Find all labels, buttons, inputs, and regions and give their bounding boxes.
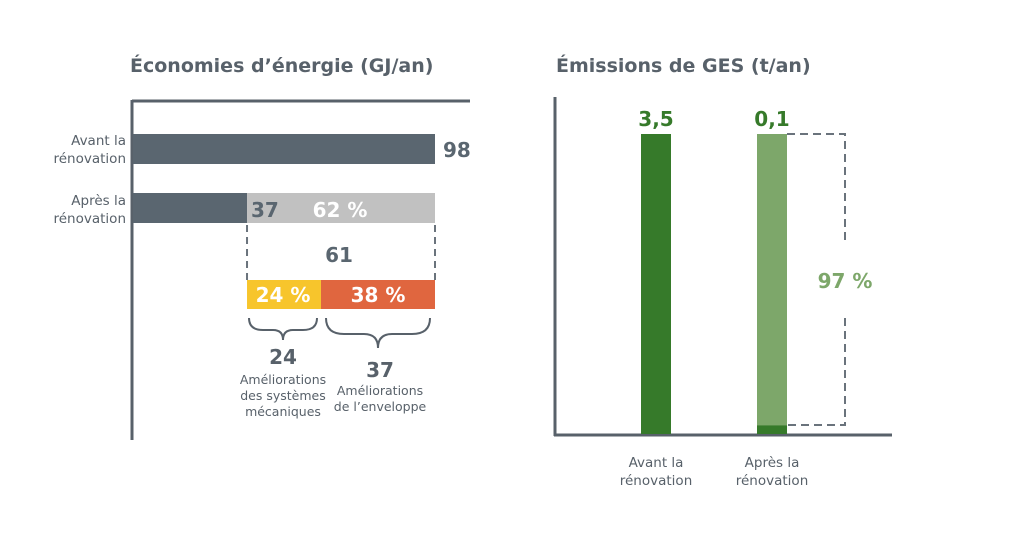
energy-bar-savings bbox=[247, 193, 435, 223]
ghg-chart-title: Émissions de GES (t/an) bbox=[556, 54, 811, 77]
ghg-cat-before-2: rénovation bbox=[620, 473, 693, 489]
energy-bar-after bbox=[133, 193, 248, 223]
ghg-reduction-bracket bbox=[787, 133, 846, 426]
energy-value-after: 37 bbox=[251, 198, 279, 222]
breakdown-bar-1 bbox=[320, 280, 435, 309]
energy-savings-value: 61 bbox=[325, 243, 353, 267]
brace-env bbox=[325, 317, 431, 349]
breakdown-env-label-1: Améliorations bbox=[337, 383, 423, 398]
ghg-value-before: 3,5 bbox=[638, 107, 673, 131]
breakdown-mech-label-2: des systèmes bbox=[240, 388, 326, 403]
breakdown-env-percent: 38 % bbox=[351, 283, 406, 307]
energy-savings-percent: 62 % bbox=[313, 198, 368, 222]
breakdown-mech-label-3: mécaniques bbox=[245, 404, 321, 419]
ghg-value-after: 0,1 bbox=[754, 107, 789, 131]
ghg-cat-after-1: Après la bbox=[745, 455, 800, 471]
energy-chart: Économies d’énergie (GJ/an) Avant la rén… bbox=[54, 54, 471, 440]
breakdown-env-label-2: de l’enveloppe bbox=[334, 399, 427, 414]
breakdown-mech-label-1: Améliorations bbox=[240, 372, 326, 387]
breakdown-env-value: 37 bbox=[366, 358, 394, 382]
brace-mech bbox=[248, 317, 318, 341]
energy-bar-before bbox=[133, 134, 435, 164]
breakdown-bar-0 bbox=[247, 280, 321, 309]
energy-cat-after-1: Après la bbox=[71, 193, 126, 209]
ghg-reduction-percent: 97 % bbox=[818, 269, 873, 293]
ghg-bar-after bbox=[757, 425, 787, 434]
energy-cat-before-1: Avant la bbox=[71, 133, 126, 149]
breakdown-mech-value: 24 bbox=[269, 345, 297, 369]
ghg-cat-before-1: Avant la bbox=[629, 455, 684, 471]
ghg-chart: Émissions de GES (t/an) 3,5 0,1 97 % Ava… bbox=[553, 54, 892, 489]
energy-cat-before-2: rénovation bbox=[54, 151, 127, 167]
energy-chart-title: Économies d’énergie (GJ/an) bbox=[130, 54, 433, 77]
breakdown-mech-percent: 24 % bbox=[256, 283, 311, 307]
ghg-bar-before bbox=[641, 134, 671, 434]
ghg-cat-after-2: rénovation bbox=[736, 473, 809, 489]
energy-cat-after-2: rénovation bbox=[54, 211, 127, 227]
energy-value-before: 98 bbox=[443, 138, 471, 162]
ghg-bar-reduction bbox=[757, 134, 787, 434]
